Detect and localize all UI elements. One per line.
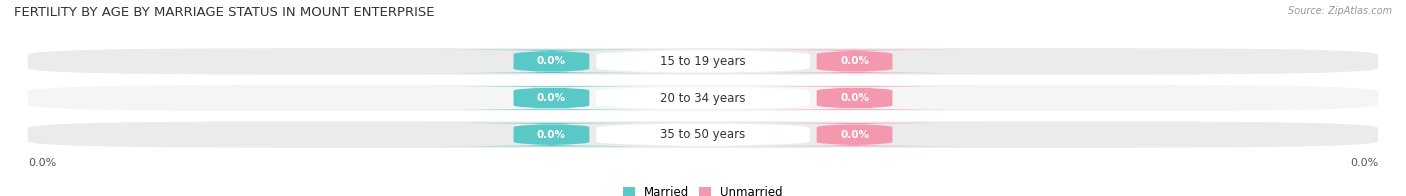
FancyBboxPatch shape (596, 123, 810, 146)
Text: Source: ZipAtlas.com: Source: ZipAtlas.com (1288, 6, 1392, 16)
FancyBboxPatch shape (727, 86, 981, 110)
FancyBboxPatch shape (727, 50, 981, 73)
Text: 0.0%: 0.0% (839, 93, 869, 103)
FancyBboxPatch shape (596, 86, 810, 110)
FancyBboxPatch shape (28, 85, 1378, 111)
Text: 0.0%: 0.0% (537, 56, 567, 66)
FancyBboxPatch shape (28, 121, 1378, 148)
Text: 0.0%: 0.0% (537, 93, 567, 103)
FancyBboxPatch shape (425, 86, 679, 110)
Legend: Married, Unmarried: Married, Unmarried (619, 182, 787, 196)
FancyBboxPatch shape (727, 123, 981, 146)
Text: 0.0%: 0.0% (537, 130, 567, 140)
FancyBboxPatch shape (596, 50, 810, 73)
Text: 0.0%: 0.0% (839, 56, 869, 66)
FancyBboxPatch shape (425, 123, 679, 146)
Text: 15 to 19 years: 15 to 19 years (661, 55, 745, 68)
Text: FERTILITY BY AGE BY MARRIAGE STATUS IN MOUNT ENTERPRISE: FERTILITY BY AGE BY MARRIAGE STATUS IN M… (14, 6, 434, 19)
FancyBboxPatch shape (425, 50, 679, 73)
Text: 0.0%: 0.0% (28, 158, 56, 168)
Text: 0.0%: 0.0% (1350, 158, 1378, 168)
Text: 0.0%: 0.0% (839, 130, 869, 140)
FancyBboxPatch shape (28, 48, 1378, 75)
Text: 35 to 50 years: 35 to 50 years (661, 128, 745, 141)
Text: 20 to 34 years: 20 to 34 years (661, 92, 745, 104)
